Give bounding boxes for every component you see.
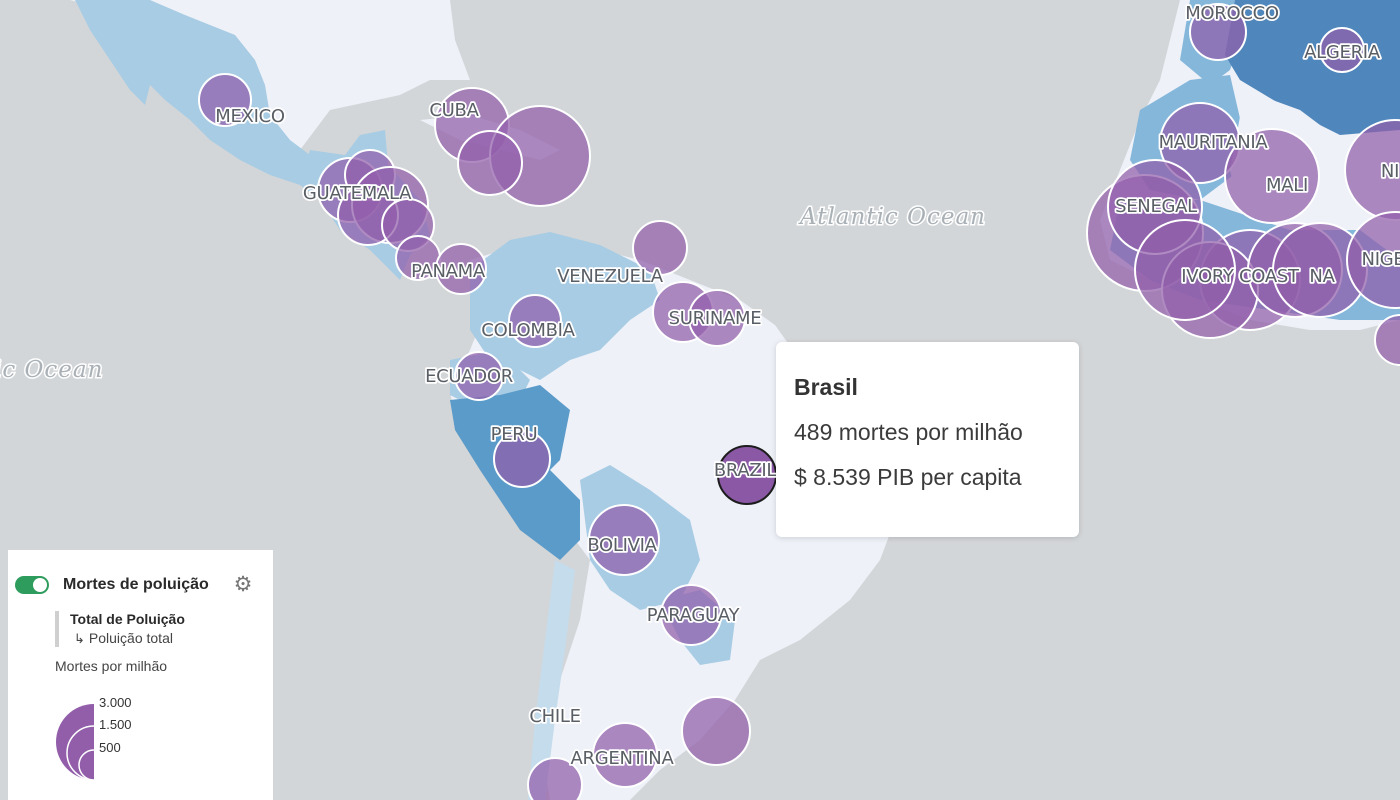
sub-arrow-icon: ↳	[74, 631, 85, 646]
country-label: MAURITANIA	[1159, 132, 1269, 153]
bubble[interactable]	[592, 722, 658, 788]
bubble[interactable]	[527, 757, 583, 800]
size-legend-title: Mortes por milhão	[55, 658, 168, 674]
layer-title: Mortes de poluição	[63, 576, 209, 593]
size-label-mid: 1.500	[99, 717, 132, 732]
country-label: MALI	[1266, 175, 1308, 196]
country-label: ARGENTINA	[571, 748, 675, 769]
bubble[interactable]	[1374, 314, 1400, 366]
country-label: PANAMA	[411, 261, 486, 282]
layer-legend: Mortes de poluição ⚙ Total de Poluição ↳…	[8, 550, 273, 800]
country-label: SURINAME	[669, 308, 762, 329]
land-mexico	[75, 0, 320, 185]
country-label: ECUADOR	[425, 366, 513, 387]
tooltip-gdp: $ 8.539 PIB per capita	[794, 464, 1022, 490]
country-tooltip: Brasil 489 mortes por milhão $ 8.539 PIB…	[776, 342, 1079, 537]
variable-bar	[55, 611, 59, 647]
country-label: PARAGUAY	[647, 605, 741, 626]
bubble[interactable]	[681, 696, 751, 766]
country-label: BOLIVIA	[587, 535, 657, 556]
gear-icon[interactable]: ⚙	[233, 573, 253, 596]
country-label: IVORY COAST	[1181, 266, 1300, 287]
country-labels: MOROCCO ALGERIA MEXICO CUBA MAURITANIA M…	[214, 1, 1400, 771]
land-north-america	[70, 0, 470, 150]
bubble[interactable]	[1134, 219, 1236, 321]
toggle-knob	[33, 578, 47, 592]
variable-name: Total de Poluição	[70, 611, 185, 627]
ocean-label-pacific: ic Ocean	[0, 357, 103, 383]
bubble-layer[interactable]	[198, 3, 1400, 800]
land-chile	[528, 560, 575, 800]
country-label: VENEZUELA	[557, 266, 663, 287]
size-label-large: 3.000	[99, 695, 132, 710]
country-label: COLOMBIA	[481, 320, 575, 341]
bubble[interactable]	[688, 289, 746, 347]
size-circle-small	[78, 749, 94, 781]
bubble[interactable]	[508, 294, 562, 348]
country-label: GUATEMALA	[303, 183, 412, 204]
tooltip-deaths: 489 mortes por milhão	[794, 419, 1023, 445]
country-label: MOROCCO	[1185, 3, 1279, 24]
bubble[interactable]	[1224, 128, 1320, 224]
country-label: CHILE	[529, 706, 580, 727]
size-label-small: 500	[99, 740, 121, 755]
variable-sub: ↳ Poluição total	[74, 630, 173, 647]
bubble[interactable]	[457, 130, 523, 196]
bubble[interactable]	[435, 243, 487, 295]
country-label: NI	[1381, 161, 1399, 182]
land-colombia-venezuela	[470, 232, 660, 380]
size-legend: 3.000 1.500 500	[56, 695, 132, 781]
ocean-label-atlantic: Atlantic Ocean	[798, 204, 986, 230]
country-label: CUBA	[429, 100, 479, 121]
tooltip-title: Brasil	[794, 374, 858, 400]
bubble[interactable]	[632, 220, 688, 276]
variable-sub-label: Poluição total	[88, 630, 173, 646]
bubble[interactable]	[198, 73, 252, 127]
layer-toggle[interactable]	[15, 576, 49, 594]
bubble[interactable]	[454, 351, 504, 401]
bubble[interactable]	[493, 430, 551, 488]
bubble[interactable]	[660, 584, 722, 646]
country-label: PERU	[491, 424, 538, 445]
country-label: NA	[1309, 266, 1335, 287]
bubble[interactable]	[1346, 211, 1400, 309]
country-label: BRAZIL	[714, 460, 777, 481]
bubble[interactable]	[588, 504, 660, 576]
country-label: MEXICO	[215, 106, 285, 127]
country-label: ALGERIA	[1304, 42, 1381, 63]
bubble[interactable]	[1189, 3, 1247, 61]
country-label: SENEGAL	[1115, 196, 1197, 217]
bubble[interactable]	[1319, 27, 1365, 73]
country-label: NIGE	[1362, 249, 1400, 270]
